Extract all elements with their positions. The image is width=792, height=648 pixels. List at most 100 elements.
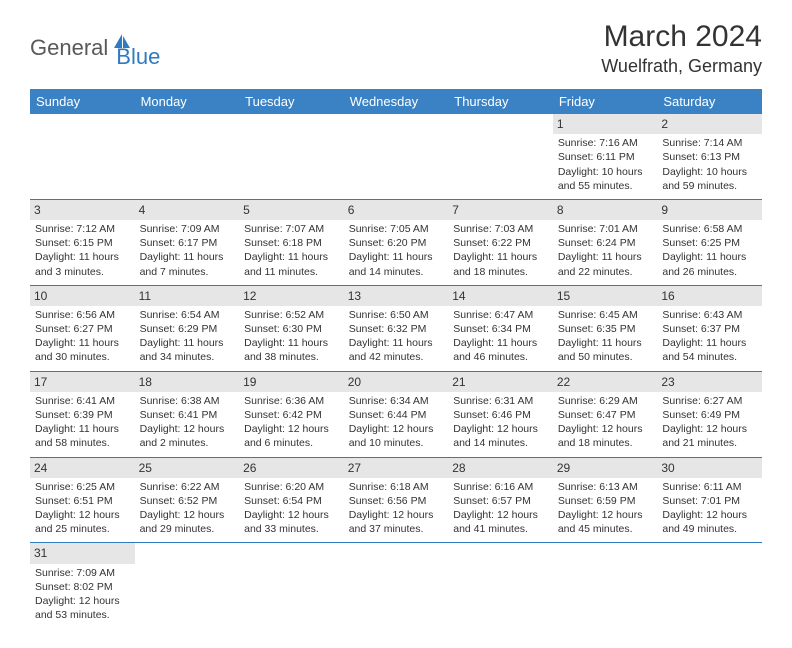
sunset-text: Sunset: 6:56 PM bbox=[349, 494, 444, 508]
sunrise-text: Sunrise: 6:43 AM bbox=[662, 308, 757, 322]
daylight-text: Daylight: 11 hours and 26 minutes. bbox=[662, 250, 757, 278]
day-number: 26 bbox=[239, 458, 344, 478]
sunset-text: Sunset: 6:34 PM bbox=[453, 322, 548, 336]
sunset-text: Sunset: 6:42 PM bbox=[244, 408, 339, 422]
calendar-cell bbox=[553, 543, 658, 628]
day-info: Sunrise: 6:47 AMSunset: 6:34 PMDaylight:… bbox=[453, 308, 548, 365]
calendar-row: 24Sunrise: 6:25 AMSunset: 6:51 PMDayligh… bbox=[30, 457, 762, 543]
day-info: Sunrise: 7:05 AMSunset: 6:20 PMDaylight:… bbox=[349, 222, 444, 279]
sunset-text: Sunset: 6:17 PM bbox=[140, 236, 235, 250]
day-info: Sunrise: 6:31 AMSunset: 6:46 PMDaylight:… bbox=[453, 394, 548, 451]
daylight-text: Daylight: 11 hours and 46 minutes. bbox=[453, 336, 548, 364]
day-number: 18 bbox=[135, 372, 240, 392]
weekday-header: Wednesday bbox=[344, 89, 449, 114]
day-info: Sunrise: 7:14 AMSunset: 6:13 PMDaylight:… bbox=[662, 136, 757, 193]
sunset-text: Sunset: 6:52 PM bbox=[140, 494, 235, 508]
daylight-text: Daylight: 12 hours and 29 minutes. bbox=[140, 508, 235, 536]
calendar-cell: 19Sunrise: 6:36 AMSunset: 6:42 PMDayligh… bbox=[239, 371, 344, 457]
sunset-text: Sunset: 6:41 PM bbox=[140, 408, 235, 422]
sunset-text: Sunset: 6:29 PM bbox=[140, 322, 235, 336]
sunrise-text: Sunrise: 6:54 AM bbox=[140, 308, 235, 322]
day-info: Sunrise: 6:56 AMSunset: 6:27 PMDaylight:… bbox=[35, 308, 130, 365]
sunrise-text: Sunrise: 7:09 AM bbox=[140, 222, 235, 236]
sunset-text: Sunset: 6:20 PM bbox=[349, 236, 444, 250]
sunrise-text: Sunrise: 7:03 AM bbox=[453, 222, 548, 236]
daylight-text: Daylight: 12 hours and 2 minutes. bbox=[140, 422, 235, 450]
calendar-cell bbox=[657, 543, 762, 628]
sunrise-text: Sunrise: 7:07 AM bbox=[244, 222, 339, 236]
sunrise-text: Sunrise: 6:18 AM bbox=[349, 480, 444, 494]
day-info: Sunrise: 6:34 AMSunset: 6:44 PMDaylight:… bbox=[349, 394, 444, 451]
calendar-cell bbox=[448, 114, 553, 199]
calendar-cell: 29Sunrise: 6:13 AMSunset: 6:59 PMDayligh… bbox=[553, 457, 658, 543]
sunrise-text: Sunrise: 7:14 AM bbox=[662, 136, 757, 150]
day-info: Sunrise: 6:20 AMSunset: 6:54 PMDaylight:… bbox=[244, 480, 339, 537]
logo-text-blue: Blue bbox=[116, 44, 160, 70]
day-info: Sunrise: 6:18 AMSunset: 6:56 PMDaylight:… bbox=[349, 480, 444, 537]
sunset-text: Sunset: 6:39 PM bbox=[35, 408, 130, 422]
day-number: 10 bbox=[30, 286, 135, 306]
sunrise-text: Sunrise: 7:16 AM bbox=[558, 136, 653, 150]
title-block: March 2024 Wuelfrath, Germany bbox=[601, 20, 762, 77]
sunset-text: Sunset: 6:37 PM bbox=[662, 322, 757, 336]
sunrise-text: Sunrise: 6:31 AM bbox=[453, 394, 548, 408]
day-info: Sunrise: 6:43 AMSunset: 6:37 PMDaylight:… bbox=[662, 308, 757, 365]
sunset-text: Sunset: 6:51 PM bbox=[35, 494, 130, 508]
calendar-cell: 11Sunrise: 6:54 AMSunset: 6:29 PMDayligh… bbox=[135, 285, 240, 371]
day-number: 13 bbox=[344, 286, 449, 306]
sunrise-text: Sunrise: 6:56 AM bbox=[35, 308, 130, 322]
day-info: Sunrise: 6:36 AMSunset: 6:42 PMDaylight:… bbox=[244, 394, 339, 451]
day-number: 9 bbox=[657, 200, 762, 220]
calendar-cell bbox=[239, 114, 344, 199]
day-info: Sunrise: 6:54 AMSunset: 6:29 PMDaylight:… bbox=[140, 308, 235, 365]
day-number: 15 bbox=[553, 286, 658, 306]
calendar-cell: 17Sunrise: 6:41 AMSunset: 6:39 PMDayligh… bbox=[30, 371, 135, 457]
daylight-text: Daylight: 11 hours and 14 minutes. bbox=[349, 250, 444, 278]
sunrise-text: Sunrise: 6:25 AM bbox=[35, 480, 130, 494]
day-number: 8 bbox=[553, 200, 658, 220]
daylight-text: Daylight: 10 hours and 59 minutes. bbox=[662, 165, 757, 193]
day-info: Sunrise: 6:38 AMSunset: 6:41 PMDaylight:… bbox=[140, 394, 235, 451]
daylight-text: Daylight: 11 hours and 7 minutes. bbox=[140, 250, 235, 278]
calendar-cell bbox=[239, 543, 344, 628]
sunrise-text: Sunrise: 6:22 AM bbox=[140, 480, 235, 494]
daylight-text: Daylight: 12 hours and 45 minutes. bbox=[558, 508, 653, 536]
daylight-text: Daylight: 11 hours and 54 minutes. bbox=[662, 336, 757, 364]
day-number: 19 bbox=[239, 372, 344, 392]
sunset-text: Sunset: 6:30 PM bbox=[244, 322, 339, 336]
sunset-text: Sunset: 6:57 PM bbox=[453, 494, 548, 508]
day-info: Sunrise: 7:03 AMSunset: 6:22 PMDaylight:… bbox=[453, 222, 548, 279]
sunset-text: Sunset: 6:13 PM bbox=[662, 150, 757, 164]
day-info: Sunrise: 6:22 AMSunset: 6:52 PMDaylight:… bbox=[140, 480, 235, 537]
day-number: 5 bbox=[239, 200, 344, 220]
daylight-text: Daylight: 12 hours and 6 minutes. bbox=[244, 422, 339, 450]
daylight-text: Daylight: 12 hours and 21 minutes. bbox=[662, 422, 757, 450]
day-number: 21 bbox=[448, 372, 553, 392]
sunset-text: Sunset: 6:44 PM bbox=[349, 408, 444, 422]
day-number: 25 bbox=[135, 458, 240, 478]
weekday-header: Sunday bbox=[30, 89, 135, 114]
calendar-cell: 26Sunrise: 6:20 AMSunset: 6:54 PMDayligh… bbox=[239, 457, 344, 543]
daylight-text: Daylight: 12 hours and 25 minutes. bbox=[35, 508, 130, 536]
calendar-row: 3Sunrise: 7:12 AMSunset: 6:15 PMDaylight… bbox=[30, 199, 762, 285]
day-number: 12 bbox=[239, 286, 344, 306]
sunrise-text: Sunrise: 7:09 AM bbox=[35, 566, 130, 580]
sunset-text: Sunset: 6:47 PM bbox=[558, 408, 653, 422]
day-number: 30 bbox=[657, 458, 762, 478]
calendar-cell: 15Sunrise: 6:45 AMSunset: 6:35 PMDayligh… bbox=[553, 285, 658, 371]
calendar-cell: 5Sunrise: 7:07 AMSunset: 6:18 PMDaylight… bbox=[239, 199, 344, 285]
day-number: 22 bbox=[553, 372, 658, 392]
sunset-text: Sunset: 6:22 PM bbox=[453, 236, 548, 250]
logo: General Blue bbox=[30, 26, 160, 70]
day-number: 28 bbox=[448, 458, 553, 478]
sunset-text: Sunset: 6:15 PM bbox=[35, 236, 130, 250]
daylight-text: Daylight: 11 hours and 3 minutes. bbox=[35, 250, 130, 278]
sunset-text: Sunset: 8:02 PM bbox=[35, 580, 130, 594]
weekday-header: Friday bbox=[553, 89, 658, 114]
calendar-row: 31Sunrise: 7:09 AMSunset: 8:02 PMDayligh… bbox=[30, 543, 762, 628]
sunset-text: Sunset: 6:59 PM bbox=[558, 494, 653, 508]
calendar-table: Sunday Monday Tuesday Wednesday Thursday… bbox=[30, 89, 762, 628]
day-info: Sunrise: 7:09 AMSunset: 8:02 PMDaylight:… bbox=[35, 566, 130, 623]
calendar-cell: 3Sunrise: 7:12 AMSunset: 6:15 PMDaylight… bbox=[30, 199, 135, 285]
day-info: Sunrise: 6:45 AMSunset: 6:35 PMDaylight:… bbox=[558, 308, 653, 365]
